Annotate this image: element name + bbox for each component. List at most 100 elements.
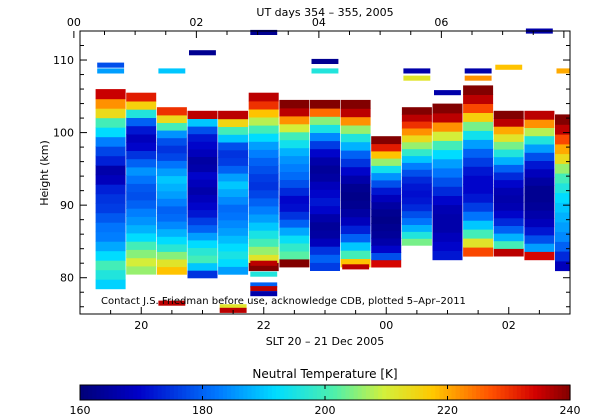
heatmap-cell (493, 126, 524, 135)
heatmap-cell (340, 99, 371, 109)
heatmap-cell (524, 160, 555, 170)
colorbar-segment (100, 385, 106, 400)
heatmap-cell (493, 118, 524, 127)
heatmap-cell (126, 142, 157, 151)
colorbar-segment (390, 385, 396, 400)
heatmap-cell (524, 201, 555, 211)
heatmap-cell (248, 173, 279, 183)
heatmap-cell (371, 201, 402, 210)
heatmap-cell (279, 123, 310, 133)
heatmap-cell (218, 110, 249, 120)
heatmap-cell (126, 241, 157, 250)
heatmap-cell (310, 173, 340, 182)
annotation-note: Contact J.S. Friedman before use, acknow… (101, 296, 466, 307)
heatmap-cell (401, 231, 432, 239)
heatmap-cell (187, 163, 218, 173)
heatmap-cell (279, 250, 310, 260)
heatmap-cell (218, 149, 249, 159)
heatmap-cell (218, 141, 249, 151)
heatmap-cell (432, 149, 463, 160)
heatmap-cell (156, 167, 187, 177)
heatmap-cell (126, 117, 157, 127)
heatmap-cell (248, 222, 279, 231)
heatmap-cell (555, 260, 570, 272)
heatmap-cell (524, 119, 555, 128)
heatmap-cell (218, 204, 249, 213)
heatmap-cell (464, 75, 492, 81)
colorbar-segment (427, 385, 432, 400)
colorbar-segment (312, 385, 318, 400)
heatmap-cell (493, 133, 524, 142)
colorbar-segment (190, 385, 195, 400)
colorbar-segment (357, 385, 363, 400)
heatmap-cell (340, 158, 371, 168)
heatmap-cell (156, 198, 187, 207)
colorbar-segment (325, 385, 330, 400)
heatmap-cell (248, 100, 279, 110)
colorbar-segment (137, 385, 142, 400)
heatmap-cell (555, 212, 570, 223)
heatmap-cell (156, 236, 187, 245)
heatmap-cell (371, 187, 402, 195)
colorbar-segment (104, 385, 110, 400)
colorbar-segment (84, 385, 89, 400)
colorbar-segment (533, 385, 538, 400)
colorbar-segment (288, 385, 293, 400)
colorbar-segment (398, 385, 404, 400)
colorbar-segment (549, 385, 555, 400)
heatmap-cell (555, 114, 570, 125)
heatmap-cell (463, 175, 494, 185)
colorbar-segment (537, 385, 543, 400)
heatmap-cell (279, 243, 310, 252)
heatmap-cell (95, 260, 126, 271)
heatmap-cell (524, 127, 555, 137)
heatmap-cell (187, 171, 218, 180)
heatmap-cell (126, 224, 157, 234)
heatmap-cell (463, 139, 494, 149)
colorbar-segment (292, 385, 298, 400)
heatmap-cell (463, 220, 494, 230)
heatmap-cell (432, 158, 463, 169)
heatmap-cell (432, 167, 463, 178)
heatmap-cell (187, 247, 218, 256)
heatmap-cell (279, 107, 310, 117)
heatmap-cell (432, 140, 463, 151)
colorbar-segment (443, 385, 449, 400)
heatmap-cell (493, 225, 524, 234)
colorbar-segment (484, 385, 489, 400)
heatmap-cell (432, 186, 463, 196)
heatmap-cell (95, 108, 126, 119)
colorbar-segment (414, 385, 420, 400)
heatmap-cell (432, 213, 463, 224)
heatmap-cell (403, 75, 431, 81)
heatmap-cell (126, 100, 157, 110)
heatmap-cell (555, 134, 570, 145)
heatmap-cell (156, 251, 187, 260)
colorbar-segment (492, 385, 498, 400)
colorbar-segment (108, 385, 114, 400)
heatmap-cell (401, 210, 432, 219)
heatmap-cell (156, 221, 187, 230)
colorbar-segment (267, 385, 273, 400)
colorbar-segment (198, 385, 204, 400)
heatmap-cell (555, 241, 570, 252)
heatmap-cell (524, 210, 555, 219)
heatmap-cell (187, 156, 218, 165)
heatmap-cell (218, 180, 249, 190)
colorbar-segment (410, 385, 416, 400)
heatmap-cell (493, 210, 524, 219)
heatmap-cell (432, 232, 463, 242)
heatmap-cell (371, 172, 402, 181)
heatmap-cell (463, 130, 494, 140)
heatmap-cell (310, 99, 340, 109)
colorbar-segment (173, 385, 179, 400)
colorbar-segment (320, 385, 326, 400)
x-tick-label: 20 (134, 319, 148, 332)
heatmap-cell (187, 110, 218, 119)
colorbar-segment (402, 385, 408, 400)
y-tick-label: 90 (60, 199, 74, 212)
heatmap-cell (95, 127, 126, 138)
colorbar-segment (210, 385, 216, 400)
colorbar-segment (165, 385, 171, 400)
